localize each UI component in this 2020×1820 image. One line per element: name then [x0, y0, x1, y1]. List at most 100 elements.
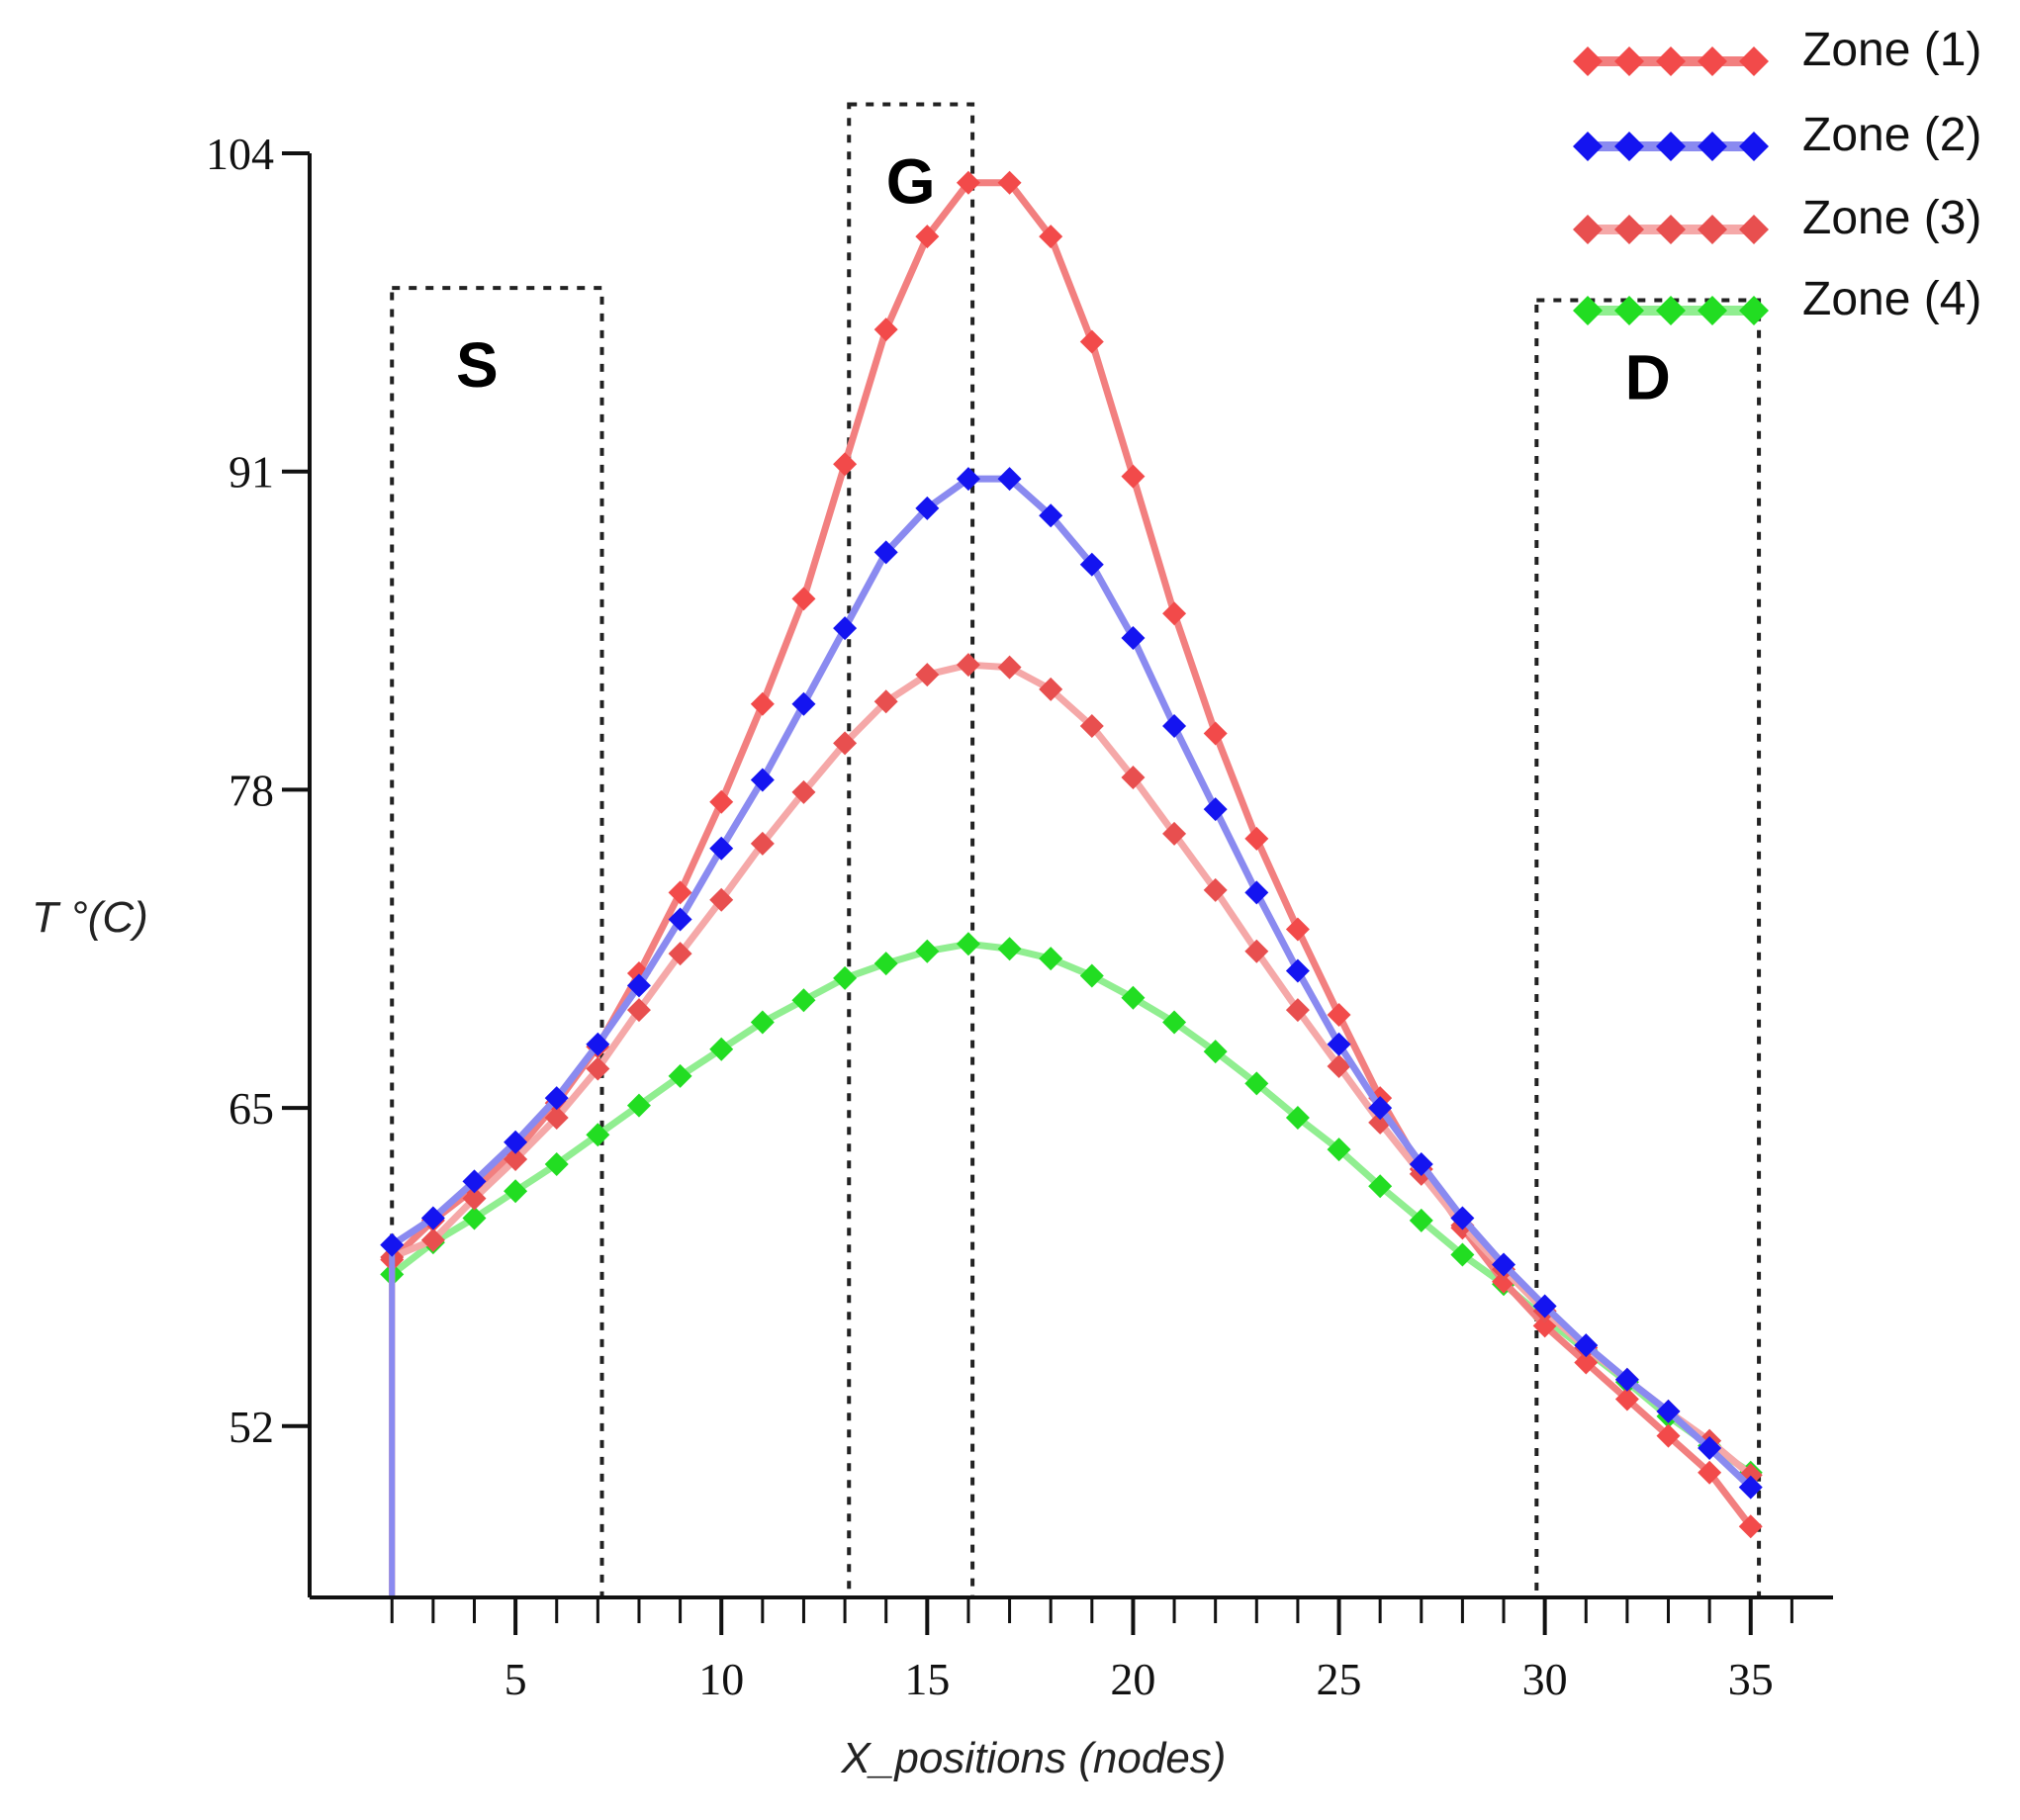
x-tick-label: 25 [1317, 1654, 1362, 1704]
legend-label: Zone (1) [1802, 24, 1981, 76]
series-layer [380, 170, 1763, 1597]
data-point-zone-2 [1327, 1032, 1351, 1056]
data-point-zone-3 [420, 1228, 445, 1252]
data-point-zone-4 [956, 932, 980, 956]
ticks-layer: 5 10 15 20 25 30 35 52 65 78 91 104 [206, 129, 1793, 1704]
data-point-zone-3 [1121, 766, 1146, 790]
data-point-zone-3 [997, 655, 1022, 680]
legend-item-zone-2: Zone (2) [1573, 109, 1981, 161]
data-point-zone-3 [1327, 1054, 1351, 1079]
series-zone-2 [380, 467, 1763, 1597]
legend-swatch-marker [1656, 132, 1686, 161]
legend-item-zone-1: Zone (1) [1573, 24, 1981, 76]
data-point-zone-2 [956, 467, 980, 492]
data-point-zone-4 [544, 1152, 569, 1176]
data-point-zone-1 [873, 318, 898, 342]
data-point-zone-1 [1656, 1423, 1681, 1448]
legend-item-zone-4: Zone (4) [1573, 273, 1981, 325]
x-tick-label: 15 [904, 1654, 950, 1704]
legend-swatch-marker [1739, 132, 1769, 161]
data-point-zone-1 [1738, 1514, 1763, 1539]
legend-swatch-marker [1573, 46, 1603, 76]
data-point-zone-4 [1203, 1040, 1228, 1064]
data-point-zone-4 [791, 988, 816, 1013]
y-tick-label: 78 [229, 765, 274, 815]
data-point-zone-2 [1698, 1436, 1722, 1461]
legend-item-zone-3: Zone (3) [1573, 192, 1981, 244]
data-point-zone-2 [873, 540, 898, 565]
y-tick-label: 52 [229, 1402, 274, 1452]
data-point-zone-2 [1203, 797, 1228, 822]
data-point-zone-2 [586, 1032, 610, 1056]
data-point-zone-4 [1121, 985, 1146, 1010]
data-point-zone-1 [1203, 721, 1228, 746]
legend-swatch-marker [1573, 215, 1603, 244]
data-point-zone-4 [873, 952, 898, 976]
data-point-zone-3 [462, 1186, 487, 1211]
data-point-zone-3 [833, 731, 858, 756]
data-point-zone-4 [1079, 963, 1104, 988]
data-point-zone-2 [668, 907, 692, 932]
data-point-zone-2 [833, 616, 858, 641]
data-point-zone-3 [1203, 877, 1228, 902]
series-line-zone-4 [388, 940, 1755, 1477]
data-point-zone-4 [462, 1206, 487, 1230]
data-point-zone-2 [1039, 503, 1063, 528]
data-point-zone-1 [1698, 1460, 1722, 1485]
legend-swatch-marker [1698, 46, 1727, 76]
legend-swatch-marker [1656, 296, 1686, 325]
data-point-zone-4 [1285, 1105, 1310, 1130]
data-point-zone-3 [750, 831, 775, 856]
data-point-zone-3 [1244, 939, 1269, 963]
legend-swatch-marker [1739, 46, 1769, 76]
data-point-zone-2 [1492, 1252, 1516, 1277]
data-point-zone-4 [915, 939, 940, 963]
data-point-zone-4 [833, 965, 858, 990]
x-tick-label: 10 [698, 1654, 744, 1704]
data-point-zone-4 [1162, 1010, 1187, 1035]
data-point-zone-1 [1079, 329, 1104, 354]
region-box-s [390, 286, 604, 1599]
data-point-zone-1 [709, 789, 734, 814]
series-line-zone-2 [388, 475, 1755, 1492]
data-point-zone-2 [1368, 1096, 1393, 1121]
legend-swatch-marker [1656, 215, 1686, 244]
data-point-zone-4 [504, 1179, 528, 1204]
data-point-zone-1 [791, 587, 816, 611]
data-point-zone-2 [1450, 1206, 1475, 1230]
legend-swatch-marker [1739, 215, 1769, 244]
data-point-zone-1 [1244, 826, 1269, 851]
axes-layer [308, 153, 1833, 1599]
data-point-zone-1 [1039, 225, 1063, 249]
x-axis-title: X_positions (nodes) [841, 1734, 1227, 1782]
data-point-zone-3 [1162, 821, 1187, 846]
legend-label: Zone (3) [1802, 192, 1981, 244]
data-point-zone-3 [586, 1056, 610, 1081]
data-point-zone-2 [915, 496, 940, 520]
data-point-zone-1 [997, 170, 1022, 195]
data-point-zone-2 [420, 1206, 445, 1230]
regions-layer: S G D [390, 102, 1762, 1600]
data-point-zone-4 [626, 1093, 651, 1118]
y-axis-title: T °(C) [32, 893, 148, 942]
legend-swatch-marker [1573, 132, 1603, 161]
data-point-zone-4 [1039, 947, 1063, 971]
series-zone-1 [380, 170, 1763, 1597]
data-point-zone-2 [544, 1086, 569, 1111]
data-point-zone-4 [586, 1123, 610, 1147]
data-point-zone-4 [1244, 1071, 1269, 1096]
legend-swatch-marker [1656, 46, 1686, 76]
data-point-zone-1 [1285, 917, 1310, 942]
legend-swatch-marker [1614, 296, 1644, 325]
data-point-zone-2 [1409, 1152, 1433, 1176]
data-point-zone-3 [544, 1105, 569, 1130]
legend-label: Zone (2) [1802, 109, 1981, 161]
region-box-d [1534, 298, 1762, 1599]
y-tick-label: 65 [229, 1083, 274, 1134]
data-point-zone-2 [1614, 1367, 1639, 1392]
region-label-d: D [1625, 341, 1671, 412]
region-label-g: G [886, 146, 936, 218]
data-point-zone-3 [504, 1147, 528, 1172]
data-point-zone-2 [626, 973, 651, 998]
data-point-zone-4 [750, 1010, 775, 1035]
